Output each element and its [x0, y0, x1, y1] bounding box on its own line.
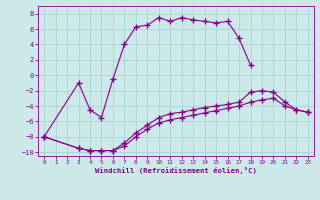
X-axis label: Windchill (Refroidissement éolien,°C): Windchill (Refroidissement éolien,°C) — [95, 167, 257, 174]
